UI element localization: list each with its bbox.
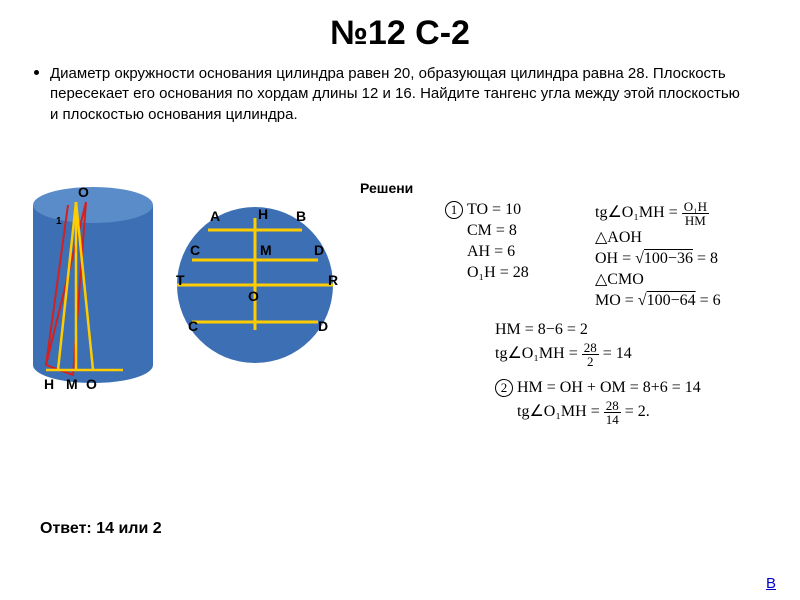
c1l1: TO = 10	[467, 201, 521, 218]
label-O1: O	[78, 184, 89, 200]
c1r3a: OH = √	[595, 250, 644, 267]
solution-col1: 1TO = 10 CM = 8 AH = 6 O₁H = 28	[445, 200, 529, 284]
c1b2a: tg∠O₁MH =	[495, 345, 582, 362]
c1r2: △AOH	[595, 228, 721, 248]
c1b1: HM = 8−6 = 2	[495, 320, 701, 340]
c1r3c: = 8	[693, 250, 718, 267]
c2l2a: tg∠O₁MH =	[517, 403, 604, 420]
problem-statement: Диаметр окружности основания цилиндра ра…	[50, 64, 750, 125]
circle-svg	[170, 200, 340, 370]
answer-text: Ответ: 14 или 2	[40, 520, 162, 538]
label-C1: C	[190, 242, 200, 258]
c2l1: HM = OH + OM = 8+6 = 14	[517, 379, 701, 396]
label-circle-M: M	[260, 242, 272, 258]
c1r3b: 100−36	[644, 250, 693, 267]
label-circle-H: H	[258, 206, 268, 222]
c1l3: AH = 6	[445, 242, 529, 262]
label-D1: D	[314, 242, 324, 258]
circle-figure: A H B C M D T O R C D	[170, 200, 340, 370]
c1r1n: O₁H	[682, 200, 709, 214]
problem-text: Диаметр окружности основания цилиндра ра…	[50, 64, 750, 125]
label-M: M	[66, 376, 78, 392]
c1r4: △CMO	[595, 270, 721, 290]
c1r1a: tg∠O₁MH =	[595, 204, 682, 221]
label-circle-O: O	[248, 288, 259, 304]
label-B: B	[296, 208, 306, 224]
label-one: 1	[56, 216, 62, 227]
cylinder-figure: O 1 H M O	[28, 180, 158, 390]
c2l2c: = 2.	[621, 403, 650, 420]
solution-bottom: HM = 8−6 = 2 tg∠O₁MH = 282 = 14 2HM = OH…	[495, 320, 701, 427]
c1l4: O₁H = 28	[445, 263, 529, 283]
c1l2: CM = 8	[445, 221, 529, 241]
bullet-dot	[34, 70, 39, 75]
c1r5c: = 6	[696, 292, 721, 309]
c1b2c: = 14	[599, 345, 632, 362]
label-A: A	[210, 208, 220, 224]
c1b2n: 28	[582, 341, 599, 355]
label-D2: D	[318, 318, 328, 334]
label-R: R	[328, 272, 338, 288]
cylinder-svg	[28, 180, 158, 390]
page-title: №12 С-2	[0, 0, 800, 53]
menu-link[interactable]: В	[766, 575, 776, 592]
label-O: O	[86, 376, 97, 392]
solution-col2: tg∠O₁MH = O₁HHM △AOH OH = √100−36 = 8 △C…	[595, 200, 721, 312]
label-T: T	[176, 272, 185, 288]
case2-marker: 2	[495, 379, 513, 397]
label-C2: C	[188, 318, 198, 334]
c2l2d: 14	[604, 413, 621, 426]
c1r5b: 100−64	[647, 292, 696, 309]
case1-marker: 1	[445, 201, 463, 219]
label-H: H	[44, 376, 54, 392]
solution-header: Решени	[360, 180, 413, 196]
c1r5a: MO = √	[595, 292, 647, 309]
c1r1d: HM	[682, 214, 709, 227]
c2l2n: 28	[604, 399, 621, 413]
c1b2d: 2	[582, 355, 599, 368]
